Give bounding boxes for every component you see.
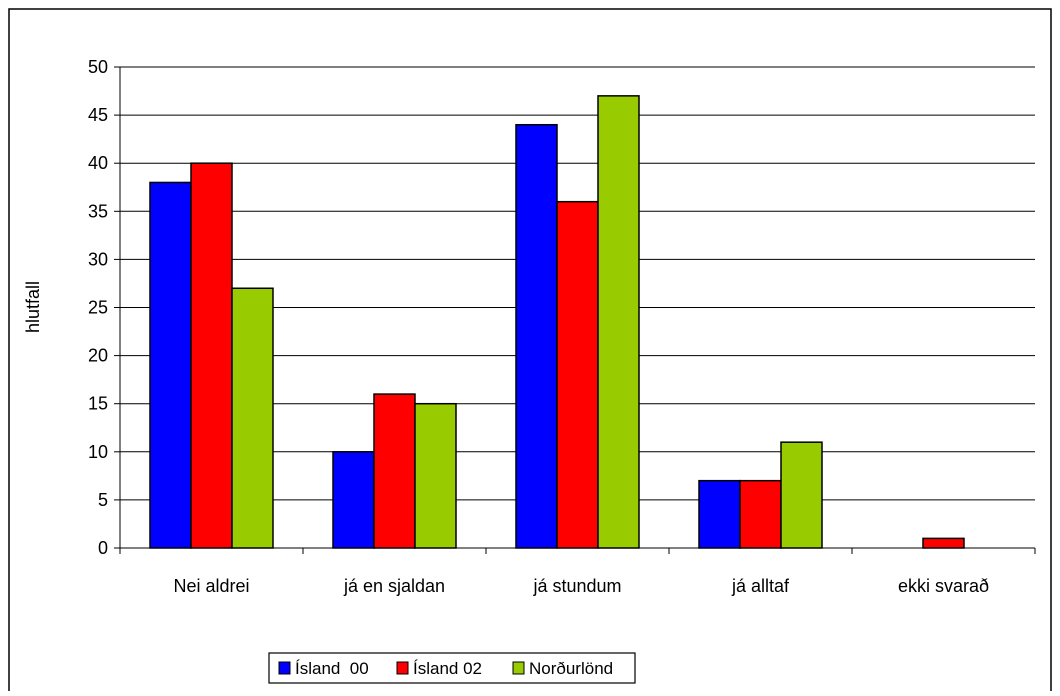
legend-swatch [512,661,525,675]
bar-norðurlönd-0 [231,287,274,549]
y-tick-label: 20 [88,346,108,366]
y-tick-label: 5 [98,490,108,510]
legend-label: Ísland 00 [295,659,369,678]
legend: Ísland 00 Ísland 02 Norðurlönd [268,652,636,684]
x-category-label: ekki svarað [898,576,989,596]
bar-ísland-02-0 [190,162,233,549]
y-tick-label: 35 [88,201,108,221]
legend-label: Ísland 02 [413,659,482,678]
bar-ísland-02-3 [739,479,782,549]
bar-ísland-02-4 [922,537,965,549]
bar-norðurlönd-2 [597,95,640,549]
y-tick-label: 15 [88,394,108,414]
bar-ísland-00-1 [332,451,375,549]
legend-label: Norðurlönd [529,659,613,678]
bar-ísland-00-3 [698,479,741,549]
y-tick-label: 40 [88,153,108,173]
bar-ísland-00-0 [149,181,192,549]
x-category-label: já alltaf [731,576,790,596]
bar-ísland-02-2 [556,200,599,549]
y-tick-label: 0 [98,538,108,558]
bar-ísland-00-2 [515,123,558,549]
bar-norðurlönd-3 [780,441,823,549]
x-category-label: Nei aldrei [173,576,249,596]
y-tick-label: 25 [88,298,108,318]
x-category-label: já en sjaldan [343,576,445,596]
axes: 0 5 10 15 20 25 30 35 40 45 50 Nei aldrei já en sjal… [88,57,1036,596]
x-category-label: já stundum [532,576,621,596]
bars [149,95,965,549]
y-tick-label: 45 [88,105,108,125]
bar-norðurlönd-1 [414,402,457,549]
y-axis-title: hlutfall [23,281,43,333]
bar-ísland-02-1 [373,393,416,549]
y-tick-label: 50 [88,57,108,77]
legend-box [268,652,636,684]
legend-swatch [396,661,409,675]
y-tick-label: 30 [88,249,108,269]
y-tick-label: 10 [88,442,108,462]
legend-swatch [278,661,291,675]
